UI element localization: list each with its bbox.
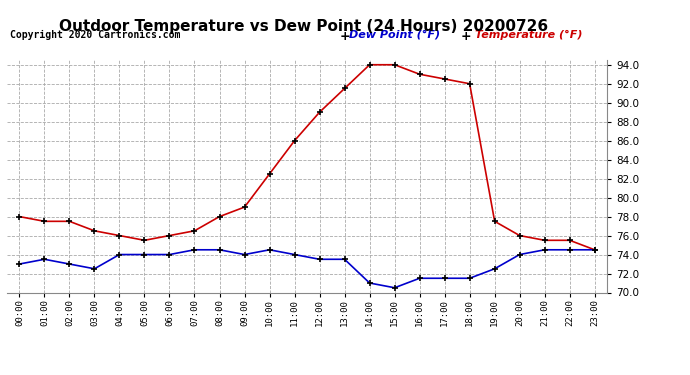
Temperature (°F) [166, 233, 174, 238]
Text: Outdoor Temperature vs Dew Point (24 Hours) 20200726: Outdoor Temperature vs Dew Point (24 Hou… [59, 19, 548, 34]
Temperature (°F) [190, 229, 199, 233]
Dew Point (°F) [190, 248, 199, 252]
Temperature (°F) [90, 229, 99, 233]
Dew Point (°F) [240, 252, 248, 257]
Dew Point (°F) [166, 252, 174, 257]
Dew Point (°F) [515, 252, 524, 257]
Line: Dew Point (°F): Dew Point (°F) [16, 246, 598, 291]
Temperature (°F) [40, 219, 48, 224]
Dew Point (°F) [66, 262, 74, 266]
Temperature (°F) [66, 219, 74, 224]
Text: +: + [460, 30, 471, 43]
Temperature (°F) [515, 233, 524, 238]
Dew Point (°F) [40, 257, 48, 261]
Dew Point (°F) [340, 257, 348, 261]
Dew Point (°F) [366, 281, 374, 285]
Text: Dew Point (°F): Dew Point (°F) [349, 30, 440, 40]
Temperature (°F) [290, 138, 299, 143]
Temperature (°F) [391, 63, 399, 67]
Temperature (°F) [415, 72, 424, 76]
Dew Point (°F) [315, 257, 324, 261]
Dew Point (°F) [440, 276, 449, 280]
Dew Point (°F) [540, 248, 549, 252]
Dew Point (°F) [391, 285, 399, 290]
Dew Point (°F) [415, 276, 424, 280]
Dew Point (°F) [215, 248, 224, 252]
Temperature (°F) [340, 86, 348, 91]
Temperature (°F) [540, 238, 549, 243]
Dew Point (°F) [591, 248, 599, 252]
Dew Point (°F) [466, 276, 474, 280]
Text: Temperature (°F): Temperature (°F) [475, 30, 582, 40]
Temperature (°F) [566, 238, 574, 243]
Temperature (°F) [315, 110, 324, 114]
Dew Point (°F) [290, 252, 299, 257]
Temperature (°F) [366, 63, 374, 67]
Temperature (°F) [240, 205, 248, 209]
Dew Point (°F) [491, 267, 499, 271]
Dew Point (°F) [566, 248, 574, 252]
Text: +: + [340, 30, 351, 43]
Temperature (°F) [215, 214, 224, 219]
Line: Temperature (°F): Temperature (°F) [16, 61, 598, 253]
Temperature (°F) [440, 77, 449, 81]
Temperature (°F) [15, 214, 23, 219]
Temperature (°F) [491, 219, 499, 224]
Temperature (°F) [140, 238, 148, 243]
Temperature (°F) [591, 248, 599, 252]
Temperature (°F) [466, 81, 474, 86]
Temperature (°F) [115, 233, 124, 238]
Text: Copyright 2020 Cartronics.com: Copyright 2020 Cartronics.com [10, 30, 180, 40]
Dew Point (°F) [15, 262, 23, 266]
Dew Point (°F) [140, 252, 148, 257]
Temperature (°F) [266, 172, 274, 176]
Dew Point (°F) [266, 248, 274, 252]
Dew Point (°F) [115, 252, 124, 257]
Dew Point (°F) [90, 267, 99, 271]
